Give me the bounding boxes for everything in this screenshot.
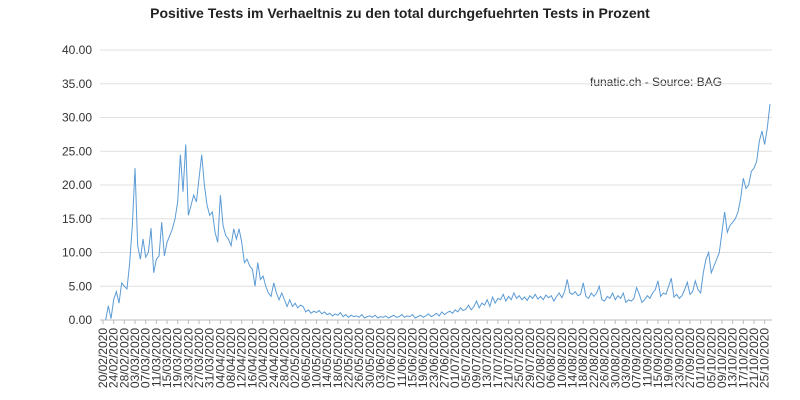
x-tick-label: 27/03/2020 [192,328,206,388]
x-tick-label: 14/05/2020 [320,328,334,388]
x-tick-label: 23/03/2020 [181,328,195,388]
x-tick-label: 26/05/2020 [352,328,366,388]
y-tick-label: 20.00 [62,178,92,192]
x-tick-label: 04/04/2020 [213,328,227,388]
x-tick-label: 22/05/2020 [341,328,355,388]
x-tick-label: 14/08/2020 [566,328,580,388]
x-tick-label: 02/05/2020 [288,328,302,388]
y-tick-label: 10.00 [62,246,92,260]
y-tick-label: 0.00 [69,313,93,327]
y-tick-label: 35.00 [62,77,92,91]
x-tick-label: 13/07/2020 [480,328,494,388]
x-tick-label: 27/06/2020 [438,328,452,388]
x-tick-label: 24/04/2020 [267,328,281,388]
x-tick-label: 09/07/2020 [470,328,484,388]
x-tick-label: 23/06/2020 [427,328,441,388]
x-tick-label: 01/10/2020 [694,328,708,388]
annotation: funatic.ch - Source: BAG [590,75,722,89]
x-tick-label: 17/07/2020 [491,328,505,388]
x-tick-label: 15/09/2020 [651,328,665,388]
x-tick-label: 05/07/2020 [459,328,473,388]
x-tick-label: 11/06/2020 [395,328,409,387]
x-tick-label: 30/08/2020 [608,328,622,388]
x-tick-label: 27/09/2020 [683,328,697,388]
x-tick-label: 26/08/2020 [598,328,612,388]
x-tick-label: 15/03/2020 [160,328,174,388]
x-tick-label: 17/10/2020 [736,328,750,388]
x-tick-label: 19/03/2020 [171,328,185,388]
x-tick-label: 10/05/2020 [309,328,323,388]
y-tick-label: 25.00 [62,144,92,158]
x-tick-label: 11/09/2020 [640,328,654,387]
x-tick-label: 12/04/2020 [235,328,249,388]
x-tick-label: 03/03/2020 [128,328,142,388]
x-tick-label: 07/09/2020 [630,328,644,388]
chart-title: Positive Tests im Verhaeltnis zu den tot… [150,5,650,21]
x-tick-label: 15/06/2020 [405,328,419,388]
x-tick-label: 29/07/2020 [523,328,537,388]
x-tick-label: 28/02/2020 [117,328,131,388]
data-line [105,103,771,321]
y-tick-label: 5.00 [69,279,93,293]
x-tick-label: 16/04/2020 [245,328,259,388]
y-tick-label: 30.00 [62,111,92,125]
x-tick-label: 21/10/2020 [747,328,761,388]
x-tick-label: 18/08/2020 [576,328,590,388]
x-tick-label: 20/04/2020 [256,328,270,388]
x-tick-label: 18/05/2020 [331,328,345,388]
x-tick-label: 25/07/2020 [512,328,526,388]
x-tick-label: 23/09/2020 [672,328,686,388]
x-tick-label: 11/03/2020 [149,328,163,387]
x-tick-label: 07/06/2020 [384,328,398,388]
x-tick-label: 13/10/2020 [726,328,740,388]
x-tick-label: 06/08/2020 [544,328,558,388]
x-tick-label: 06/05/2020 [299,328,313,388]
x-tick-label: 02/08/2020 [534,328,548,388]
x-tick-label: 31/03/2020 [203,328,217,388]
y-tick-label: 15.00 [62,212,92,226]
x-tick-label: 03/09/2020 [619,328,633,388]
x-tick-label: 25/10/2020 [758,328,772,388]
x-tick-label: 22/08/2020 [587,328,601,388]
x-tick-label: 08/04/2020 [224,328,238,388]
x-tick-label: 05/10/2020 [704,328,718,388]
x-tick-label: 19/09/2020 [662,328,676,388]
x-tick-label: 10/08/2020 [555,328,569,388]
x-tick-label: 30/05/2020 [363,328,377,388]
x-tick-label: 21/07/2020 [502,328,516,388]
x-tick-label: 07/03/2020 [139,328,153,388]
y-tick-label: 40.00 [62,43,92,57]
x-tick-label: 24/02/2020 [107,328,121,388]
x-tick-label: 09/10/2020 [715,328,729,388]
x-tick-label: 03/06/2020 [373,328,387,388]
x-tick-label: 28/04/2020 [277,328,291,388]
x-tick-label: 19/06/2020 [416,328,430,388]
x-tick-label: 01/07/2020 [448,328,462,388]
x-tick-label: 20/02/2020 [96,328,110,388]
